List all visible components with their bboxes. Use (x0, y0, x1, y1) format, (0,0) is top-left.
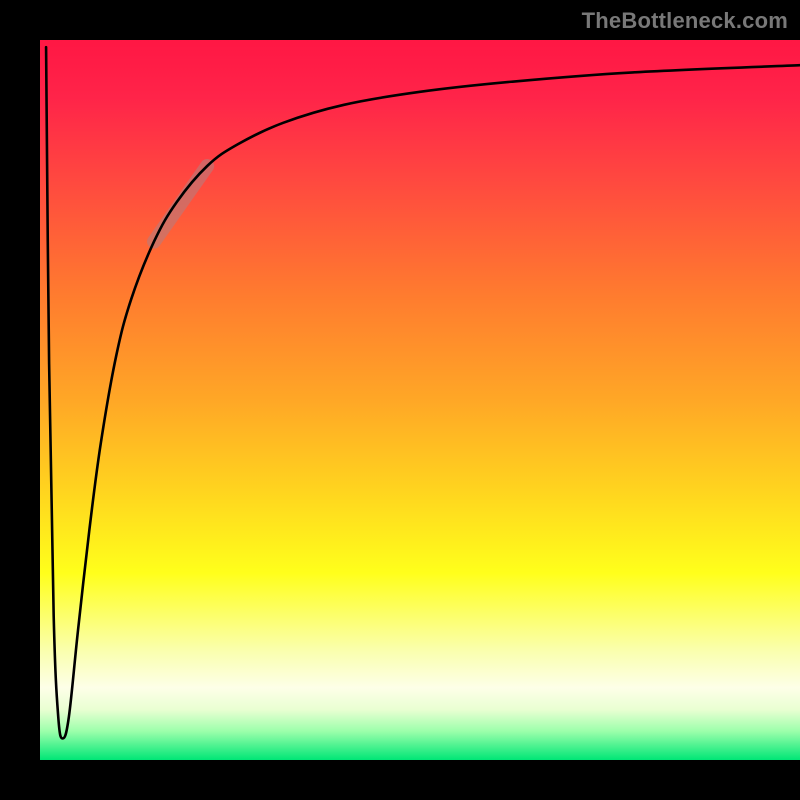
chart-frame: TheBottleneck.com (0, 0, 800, 800)
bottleneck-curve-chart (40, 40, 800, 760)
plot-area (40, 40, 800, 760)
gradient-background (40, 40, 800, 760)
watermark-text: TheBottleneck.com (582, 8, 788, 34)
